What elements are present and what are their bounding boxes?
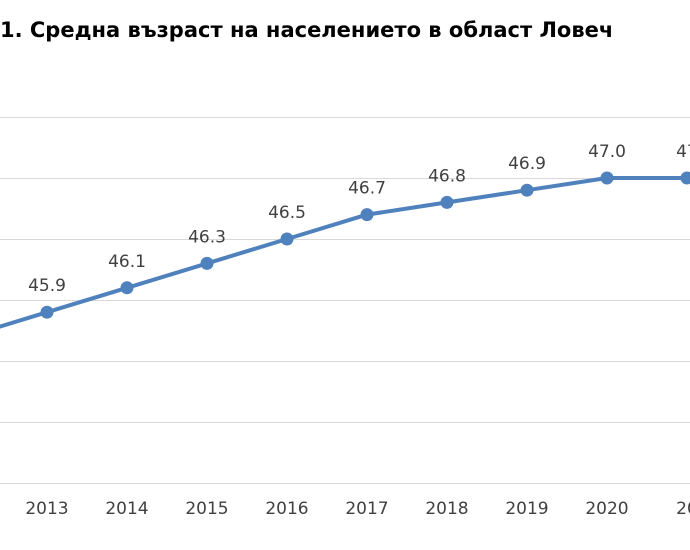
data-label: 47.0 <box>588 142 626 162</box>
x-tick-label: 2019 <box>505 499 548 519</box>
x-tick-label: 2020 <box>585 499 628 519</box>
data-point <box>280 232 294 246</box>
x-tick-label: 2014 <box>105 499 148 519</box>
data-label: 46.9 <box>508 154 546 174</box>
data-labels: 45.9 46.1 46.3 46.5 46.7 46.8 46.9 47.0 47 <box>28 142 690 296</box>
x-tick-label: 2015 <box>185 499 228 519</box>
x-tick-label: 20 <box>676 499 690 519</box>
x-tick-label: 2018 <box>425 499 468 519</box>
x-tick-label: 2013 <box>25 499 68 519</box>
data-point <box>120 281 134 295</box>
data-label: 46.3 <box>188 227 226 247</box>
data-point <box>200 256 214 270</box>
series-layer <box>0 171 690 329</box>
data-label: 46.8 <box>428 166 466 186</box>
data-point <box>600 171 614 185</box>
data-point <box>680 171 690 185</box>
data-label: 46.7 <box>348 179 386 199</box>
x-tick-label: 2017 <box>345 499 388 519</box>
chart-title: 1. Средна възраст на населението в облас… <box>0 18 614 42</box>
data-point <box>40 305 54 319</box>
data-label: 46.1 <box>108 252 146 272</box>
data-point <box>360 208 374 222</box>
data-point <box>520 183 534 197</box>
data-label: 45.9 <box>28 276 66 296</box>
data-label: 47 <box>676 142 690 162</box>
gridlines <box>0 117 690 423</box>
series-line <box>0 176 689 329</box>
x-axis: 2013201420152016201720182019202020 <box>0 483 690 519</box>
x-tick-label: 2016 <box>265 499 308 519</box>
data-point <box>440 195 454 209</box>
data-label: 46.5 <box>268 203 306 223</box>
